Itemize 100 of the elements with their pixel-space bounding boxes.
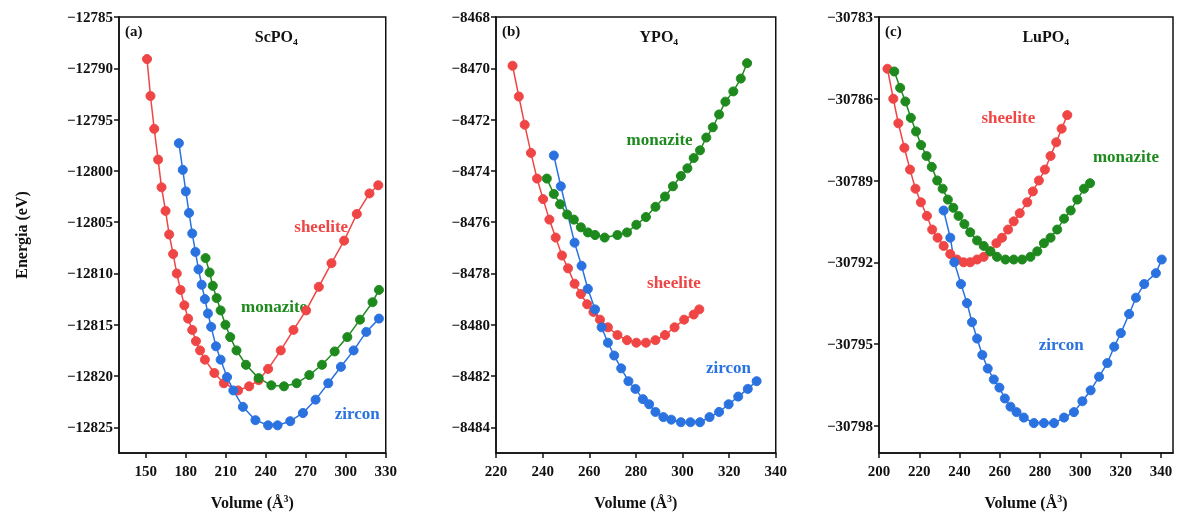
x-tick-label: 280 <box>1028 462 1052 479</box>
point <box>962 298 972 309</box>
y-tick-label: −30786 <box>826 90 874 107</box>
point <box>196 279 207 290</box>
point <box>339 235 350 246</box>
point <box>1049 418 1059 429</box>
point <box>1003 224 1014 235</box>
x-tick-label: 200 <box>867 462 891 479</box>
point <box>291 378 302 389</box>
point <box>278 381 289 392</box>
point <box>988 374 999 385</box>
point <box>644 399 655 410</box>
point <box>910 183 921 194</box>
point <box>364 188 375 199</box>
point <box>272 420 283 431</box>
point <box>666 414 677 425</box>
point <box>685 417 696 428</box>
y-tick-label: −12790 <box>66 60 113 77</box>
point <box>965 227 976 238</box>
point <box>631 337 642 348</box>
point <box>211 293 222 304</box>
point <box>1000 254 1011 265</box>
point <box>728 86 739 97</box>
point <box>911 126 922 137</box>
point <box>367 297 378 308</box>
point <box>555 199 566 210</box>
point <box>263 420 274 431</box>
point <box>1115 328 1126 339</box>
x-tick-label: 340 <box>764 462 787 479</box>
point <box>507 60 518 71</box>
point <box>720 96 731 107</box>
point <box>590 230 601 240</box>
point <box>275 345 286 356</box>
point <box>927 224 938 235</box>
point <box>204 267 215 278</box>
x-tick-label: 300 <box>1069 462 1092 479</box>
point <box>1052 224 1063 235</box>
point <box>1077 396 1088 407</box>
point <box>937 183 948 194</box>
point <box>153 154 164 165</box>
point <box>569 237 580 248</box>
point <box>184 207 195 218</box>
x-tick-label: 240 <box>948 462 971 479</box>
point <box>1039 164 1050 175</box>
point <box>999 393 1010 404</box>
y-tick-label: −8478 <box>451 265 490 282</box>
point <box>171 268 182 279</box>
point <box>637 394 648 405</box>
point <box>905 164 916 175</box>
point <box>373 180 384 191</box>
point <box>650 406 661 417</box>
point <box>733 391 744 402</box>
point <box>179 300 190 311</box>
point <box>195 345 206 356</box>
x-tick-label: 150 <box>134 462 157 479</box>
point <box>342 332 353 343</box>
point <box>1085 178 1096 189</box>
point <box>1038 238 1049 249</box>
point <box>1130 292 1141 303</box>
point <box>142 54 153 65</box>
x-tick-label: 240 <box>254 462 277 479</box>
point <box>1056 123 1067 134</box>
point <box>694 145 705 156</box>
point <box>926 161 937 172</box>
point <box>1008 216 1019 227</box>
point <box>982 363 993 374</box>
point <box>701 132 712 143</box>
y-tick-label: −12825 <box>66 419 113 436</box>
point <box>596 322 607 333</box>
point <box>207 280 218 291</box>
point <box>548 150 559 161</box>
point <box>149 123 160 134</box>
point <box>326 258 337 269</box>
point <box>893 118 904 129</box>
point <box>1150 268 1161 279</box>
point <box>938 205 949 216</box>
point <box>650 335 661 346</box>
x-tick-label: 340 <box>1149 462 1173 479</box>
point <box>660 191 671 202</box>
point <box>1109 341 1120 352</box>
point <box>525 147 536 158</box>
point <box>187 324 198 335</box>
point <box>329 346 340 357</box>
point <box>948 202 959 213</box>
point <box>694 304 705 315</box>
point <box>682 163 693 174</box>
point <box>658 412 669 423</box>
annotation: (b) <box>502 22 521 40</box>
point <box>602 337 613 348</box>
point <box>714 406 725 417</box>
point <box>660 330 671 341</box>
series-label: sheelite <box>981 107 1036 127</box>
point <box>519 119 530 130</box>
y-tick-label: −8476 <box>451 214 491 231</box>
point <box>263 363 274 374</box>
point <box>942 194 953 205</box>
point <box>1139 279 1150 290</box>
point <box>1085 385 1096 396</box>
point <box>900 96 911 107</box>
point <box>173 138 184 149</box>
